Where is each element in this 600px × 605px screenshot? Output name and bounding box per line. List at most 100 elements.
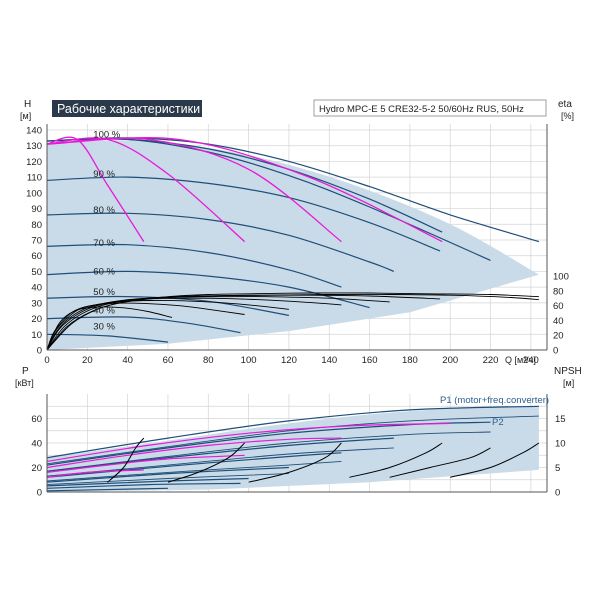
- p2-curve: [46, 473, 289, 486]
- q-tick-label: 20: [82, 355, 93, 366]
- qp-axes: [46, 394, 548, 493]
- eta-curve: [46, 299, 289, 351]
- eta-curve: [46, 296, 390, 351]
- eta-tick-label: 60: [553, 301, 564, 312]
- p1-curve: [46, 452, 342, 478]
- qh-magenta-curve: [46, 137, 246, 243]
- p2-curve: [46, 431, 491, 472]
- h-tick-label: 30: [31, 298, 42, 309]
- qh-labels: 0 20 40 60 80 100 120 140 160 180 200 220 2400102030…: [26, 126, 569, 367]
- p-tick-label: 60: [31, 414, 42, 425]
- q-axis-label: Q [м³/ч]: [505, 355, 536, 365]
- h-tick-label: 60: [31, 251, 42, 262]
- speed-label: 100 %: [93, 130, 120, 141]
- h-tick-label: 70: [31, 236, 42, 247]
- product-label-box: [313, 99, 547, 117]
- qh-speed-curve: [46, 243, 342, 288]
- h-axis-unit: [м]: [20, 111, 31, 121]
- q-tick-label: 40: [122, 355, 133, 366]
- speed-label: 70 %: [93, 238, 115, 249]
- qh-magenta-curve: [46, 137, 443, 243]
- npsh-tick-label: 0: [555, 488, 560, 499]
- q-tick-label: 60: [163, 355, 174, 366]
- q-tick-label: 240: [523, 355, 539, 366]
- p-axis-label: P: [22, 366, 29, 377]
- p1-curve: [46, 437, 394, 472]
- h-tick-label: 120: [26, 157, 42, 168]
- h-tick-label: 140: [26, 126, 42, 137]
- npsh-curve: [107, 437, 145, 483]
- h-tick-label: 0: [37, 346, 42, 357]
- q-tick-label: 100: [241, 355, 257, 366]
- eta-tick-label: 20: [553, 331, 564, 342]
- h-tick-label: 10: [31, 330, 42, 341]
- npsh-tick-label: 15: [555, 414, 566, 425]
- npsh-curve: [349, 442, 443, 478]
- p-tick-label: 0: [37, 488, 42, 499]
- p1-curve: [46, 405, 539, 459]
- npsh-curve: [167, 442, 245, 483]
- qp-magenta-curve: [46, 469, 144, 478]
- qh-speed-curve: [46, 212, 395, 272]
- speed-label: 80 %: [93, 205, 115, 216]
- speed-label: 40 %: [93, 306, 115, 317]
- eta-curve: [46, 306, 173, 351]
- h-tick-label: 100: [26, 188, 42, 199]
- qh-speed-curve: [46, 270, 370, 309]
- qp-labels: 0 20 40 60 0 5 10 15: [31, 414, 565, 499]
- p1-curve: [46, 466, 289, 483]
- h-tick-label: 80: [31, 220, 42, 231]
- eta-curve: [46, 297, 342, 351]
- q-tick-label: 200: [442, 355, 458, 366]
- qp-magenta-curve: [46, 422, 451, 462]
- p-tick-label: 40: [31, 439, 42, 450]
- h-tick-label: 130: [26, 141, 42, 152]
- q-tick-label: 80: [203, 355, 214, 366]
- q-tick-label: 220: [483, 355, 499, 366]
- npsh-axis-unit: [м]: [563, 378, 574, 388]
- eta-curve: [46, 302, 245, 351]
- eta-axis-unit: [%]: [561, 111, 574, 121]
- h-tick-label: 20: [31, 314, 42, 325]
- q-tick-label: 120: [281, 355, 297, 366]
- npsh-curve: [248, 442, 342, 483]
- p1-series-label: P1 (motor+freq.converter): [440, 395, 549, 406]
- p1-curve: [46, 482, 241, 489]
- qh-speed-curve: [46, 176, 441, 252]
- h-tick-label: 40: [31, 283, 42, 294]
- eta-tick-label: 40: [553, 316, 564, 327]
- speed-label: 30 %: [93, 321, 115, 332]
- npsh-tick-label: 10: [555, 439, 566, 450]
- qh-axes: [46, 124, 548, 351]
- h-tick-label: 90: [31, 204, 42, 215]
- qp-magenta-curve: [46, 454, 245, 473]
- product-label: Hydro MPC-E 5 CRE32-5-2 50/60Hz RUS, 50H…: [319, 104, 524, 115]
- qp-magenta-curve: [46, 437, 342, 469]
- eta-curve: [46, 294, 441, 351]
- speed-label: 60 %: [93, 266, 115, 277]
- h-axis-label: H: [24, 99, 31, 110]
- speed-label: 90 %: [93, 169, 115, 180]
- p1-curve: [46, 487, 169, 492]
- p-tick-label: 20: [31, 463, 42, 474]
- npsh-tick-label: 5: [555, 463, 560, 474]
- npsh-axis-label: NPSH: [554, 366, 582, 377]
- q-tick-label: 140: [321, 355, 337, 366]
- p1-curve: [46, 477, 249, 487]
- p2-curve: [46, 415, 539, 465]
- qp-curves: [46, 405, 540, 492]
- p-axis-unit: [кВт]: [15, 378, 34, 388]
- h-tick-label: 50: [31, 267, 42, 278]
- qh-magenta-curve: [46, 136, 145, 242]
- eta-tick-label: 100: [553, 272, 569, 283]
- h-tick-label: 110: [27, 173, 42, 184]
- p2-series-label: P2: [492, 417, 504, 428]
- chart-title: Рабочие характеристики: [57, 102, 200, 116]
- qh-curves: [46, 136, 540, 351]
- q-tick-label: 180: [402, 355, 418, 366]
- eta-axis-label: eta: [558, 99, 572, 110]
- title-box: [52, 100, 202, 117]
- npsh-curve: [450, 442, 540, 478]
